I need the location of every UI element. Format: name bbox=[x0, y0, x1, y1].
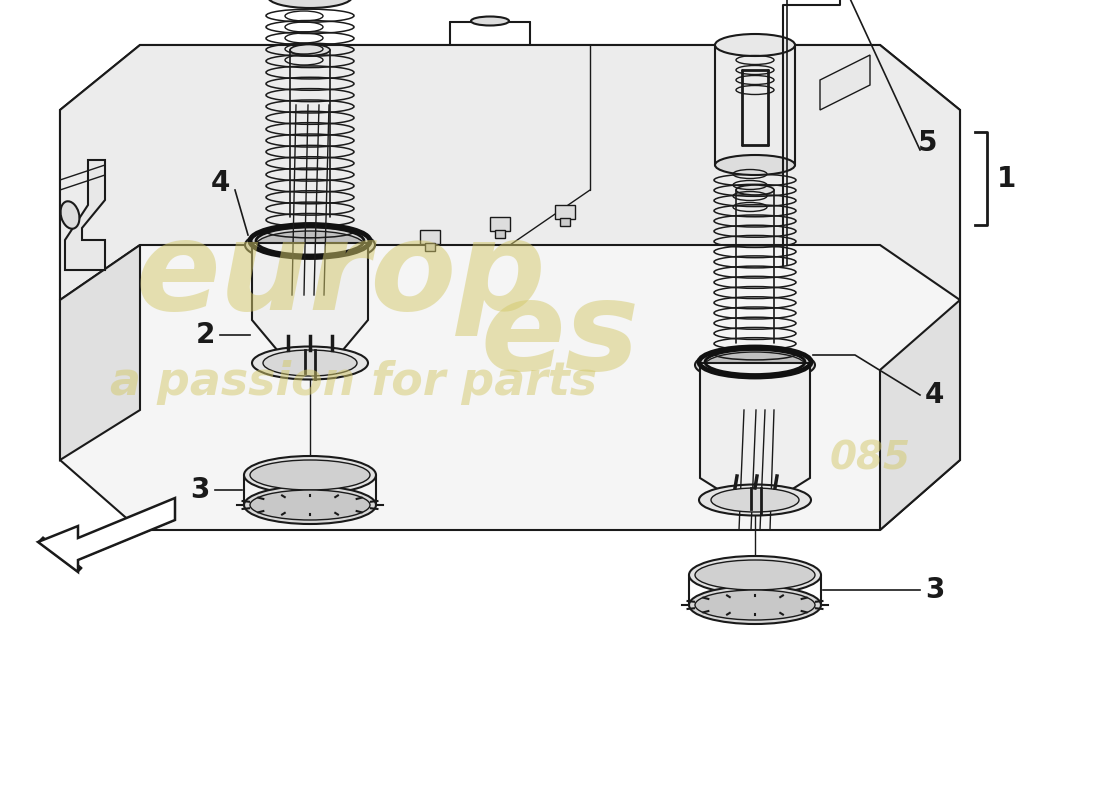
Polygon shape bbox=[60, 45, 960, 300]
Bar bbox=[495, 230, 505, 238]
Bar bbox=[420, 230, 440, 244]
Ellipse shape bbox=[252, 346, 368, 379]
Bar bbox=[560, 218, 570, 226]
Text: 2: 2 bbox=[196, 321, 214, 349]
Ellipse shape bbox=[705, 352, 805, 378]
Ellipse shape bbox=[711, 488, 799, 512]
Ellipse shape bbox=[250, 460, 370, 490]
Ellipse shape bbox=[689, 586, 821, 624]
Text: 3: 3 bbox=[925, 576, 945, 604]
Polygon shape bbox=[39, 498, 175, 572]
Polygon shape bbox=[60, 45, 960, 530]
Text: es: es bbox=[480, 275, 639, 396]
Ellipse shape bbox=[250, 490, 370, 520]
Polygon shape bbox=[700, 363, 810, 500]
Text: 3: 3 bbox=[190, 476, 210, 504]
Ellipse shape bbox=[244, 486, 376, 524]
Polygon shape bbox=[65, 160, 104, 270]
Ellipse shape bbox=[471, 17, 509, 26]
Ellipse shape bbox=[736, 185, 774, 195]
Text: 4: 4 bbox=[925, 381, 945, 409]
Ellipse shape bbox=[290, 45, 330, 55]
Ellipse shape bbox=[256, 231, 364, 259]
Ellipse shape bbox=[689, 556, 821, 594]
Polygon shape bbox=[820, 55, 870, 110]
Text: 1: 1 bbox=[997, 165, 1016, 193]
Ellipse shape bbox=[244, 456, 376, 494]
Bar bbox=[556, 205, 575, 219]
Ellipse shape bbox=[715, 34, 795, 56]
Ellipse shape bbox=[695, 560, 815, 590]
Bar bbox=[425, 243, 435, 251]
Polygon shape bbox=[880, 300, 960, 530]
Polygon shape bbox=[39, 537, 82, 572]
Text: europ: europ bbox=[135, 215, 546, 336]
Text: 4: 4 bbox=[210, 169, 230, 197]
Bar bbox=[490, 217, 510, 231]
Ellipse shape bbox=[715, 155, 795, 175]
Ellipse shape bbox=[695, 349, 815, 382]
Ellipse shape bbox=[698, 485, 811, 515]
Ellipse shape bbox=[263, 350, 358, 376]
Polygon shape bbox=[60, 245, 140, 460]
Ellipse shape bbox=[695, 590, 815, 620]
Ellipse shape bbox=[60, 202, 79, 229]
Polygon shape bbox=[78, 516, 175, 560]
Text: 085: 085 bbox=[830, 440, 911, 478]
Text: a passion for parts: a passion for parts bbox=[110, 360, 597, 405]
Ellipse shape bbox=[245, 227, 375, 263]
Ellipse shape bbox=[268, 0, 352, 8]
Text: 5: 5 bbox=[918, 129, 937, 157]
Polygon shape bbox=[252, 243, 368, 363]
